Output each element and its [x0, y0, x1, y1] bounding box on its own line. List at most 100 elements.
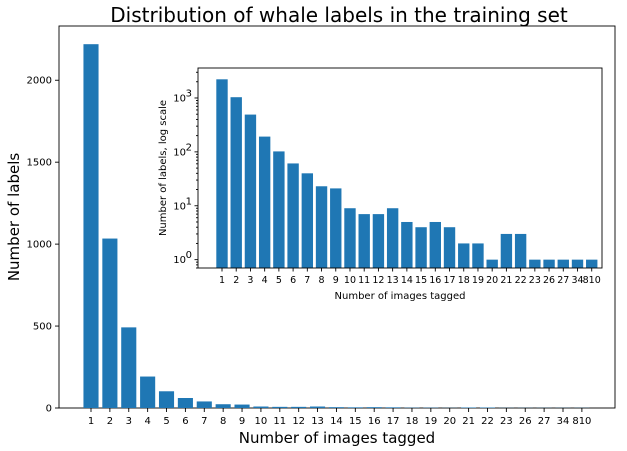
inset-x-axis-label: Number of images tagged — [335, 291, 466, 302]
inset-bar-13 — [386, 208, 399, 268]
main-bar-16 — [366, 407, 382, 408]
main-x-tick-label: 22 — [481, 416, 494, 427]
inset-y-tick-label: 10 — [173, 201, 186, 212]
inset-bar-9 — [330, 188, 342, 268]
main-y-tick-label: 0 — [46, 404, 52, 415]
inset-x-tick-label: 20 — [486, 275, 498, 286]
inset-x-tick-label: 22 — [515, 275, 527, 286]
main-x-tick-label: 8 — [220, 416, 226, 427]
main-x-axis-label: Number of images tagged — [239, 429, 435, 447]
chart-title: Distribution of whale labels in the trai… — [110, 3, 568, 27]
inset-x-tick-label: 1 — [219, 275, 225, 286]
inset-bar-20 — [486, 259, 498, 268]
main-bar-15 — [347, 407, 363, 408]
main-x-tick-label: 1 — [88, 416, 94, 427]
inset-bar-19 — [472, 243, 484, 268]
main-x-tick-label: 19 — [424, 416, 437, 427]
inset-x-tick-label: 4 — [262, 275, 268, 286]
main-x-tick-label: 21 — [462, 416, 475, 427]
inset-bar-23 — [529, 259, 541, 268]
inset-bar-11 — [358, 214, 370, 268]
main-x-tick-label: 5 — [163, 416, 169, 427]
inset-y-tick-exponent: 0 — [186, 250, 192, 261]
main-y-axis-label: Number of labels — [5, 153, 23, 282]
inset-x-tick-label: 11 — [358, 275, 370, 286]
inset-x-tick-label: 14 — [401, 275, 413, 286]
inset-y-tick-label: 10 — [173, 255, 186, 266]
inset-bar-15 — [415, 227, 427, 268]
main-x-tick-label: 20 — [443, 416, 456, 427]
main-x-ticks: 1 2 3 4 5 6 7 8 9 10 11 12 13 14 15 16 17 18 19 20 21 22 23 26 2… — [88, 408, 591, 427]
main-x-tick-label: 26 — [519, 416, 532, 427]
inset-x-tick-label: 15 — [415, 275, 427, 286]
inset-bar-8 — [315, 186, 328, 268]
inset-y-tick-label: 10 — [173, 147, 186, 158]
inset-bar-4 — [258, 136, 271, 268]
inset-x-tick-label: 2 — [233, 275, 239, 286]
inset-x-tick-label: 26 — [543, 275, 555, 286]
inset-y-tick-exponent: 1 — [186, 196, 192, 207]
main-bar-11 — [272, 406, 288, 408]
inset-x-ticks: 1 2 3 4 5 6 7 8 9 10 11 12 13 14 15 16 17 18 19 20 21 22 23 26 2… — [219, 268, 601, 286]
inset-y-axis-label: Number of labels, log scale — [158, 100, 169, 236]
main-x-tick-label: 810 — [572, 416, 591, 427]
inset-bar-6 — [287, 163, 299, 268]
main-x-tick-label: 16 — [368, 416, 381, 427]
inset-x-tick-label: 34 — [571, 275, 583, 286]
inset-bar-5 — [273, 151, 285, 268]
main-x-tick-label: 2 — [107, 416, 113, 427]
main-x-tick-label: 4 — [144, 416, 150, 427]
inset-background — [198, 68, 602, 268]
inset-bar-18 — [458, 243, 470, 268]
inset-bar-3 — [244, 114, 257, 268]
main-bar-14 — [328, 407, 344, 408]
inset-bars — [216, 79, 598, 268]
inset-bar-26 — [543, 259, 555, 268]
inset-x-tick-label: 3 — [247, 275, 253, 286]
main-bar-3 — [121, 327, 137, 408]
inset-bar-2 — [230, 97, 242, 268]
main-x-tick-label: 23 — [500, 416, 513, 427]
main-bar-7 — [196, 401, 212, 408]
inset-x-tick-label: 6 — [290, 275, 296, 286]
inset-x-tick-label: 19 — [472, 275, 484, 286]
main-x-tick-label: 34 — [557, 416, 570, 427]
main-bars — [83, 44, 590, 408]
inset-x-tick-label: 13 — [387, 275, 399, 286]
inset-x-tick-label: 17 — [443, 275, 455, 286]
main-bar-6 — [177, 398, 193, 408]
inset-y-tick-label: 10 — [173, 93, 186, 104]
main-x-tick-label: 3 — [126, 416, 132, 427]
inset-x-tick-label: 9 — [333, 275, 339, 286]
main-x-tick-label: 11 — [273, 416, 286, 427]
main-bar-17 — [385, 407, 401, 408]
main-x-tick-label: 13 — [311, 416, 324, 427]
inset-x-tick-label: 810 — [583, 275, 601, 286]
main-x-tick-label: 27 — [538, 416, 551, 427]
inset-bar-16 — [429, 221, 441, 268]
inset-bar-1 — [216, 79, 228, 268]
main-bar-1 — [83, 44, 99, 408]
inset-x-tick-label: 18 — [458, 275, 470, 286]
main-bar-10 — [253, 406, 269, 408]
inset-bar-12 — [372, 214, 385, 268]
main-x-tick-label: 17 — [387, 416, 400, 427]
inset-bar-10 — [344, 208, 356, 268]
main-x-tick-label: 10 — [255, 416, 268, 427]
inset-x-tick-label: 8 — [319, 275, 325, 286]
inset-x-tick-label: 27 — [557, 275, 569, 286]
main-x-tick-label: 12 — [292, 416, 305, 427]
main-bar-8 — [215, 404, 231, 408]
main-y-tick-label: 2000 — [27, 76, 52, 87]
main-x-tick-label: 15 — [349, 416, 362, 427]
inset-bar-7 — [301, 173, 314, 268]
main-bar-12 — [291, 406, 307, 408]
inset-x-tick-label: 10 — [344, 275, 356, 286]
inset-bar-27 — [557, 259, 569, 268]
inset-y-tick-exponent: 2 — [186, 142, 192, 153]
inset-x-tick-label: 23 — [529, 275, 541, 286]
inset-bar-21 — [500, 233, 513, 268]
inset-x-tick-label: 5 — [276, 275, 282, 286]
main-bar-4 — [140, 376, 156, 408]
